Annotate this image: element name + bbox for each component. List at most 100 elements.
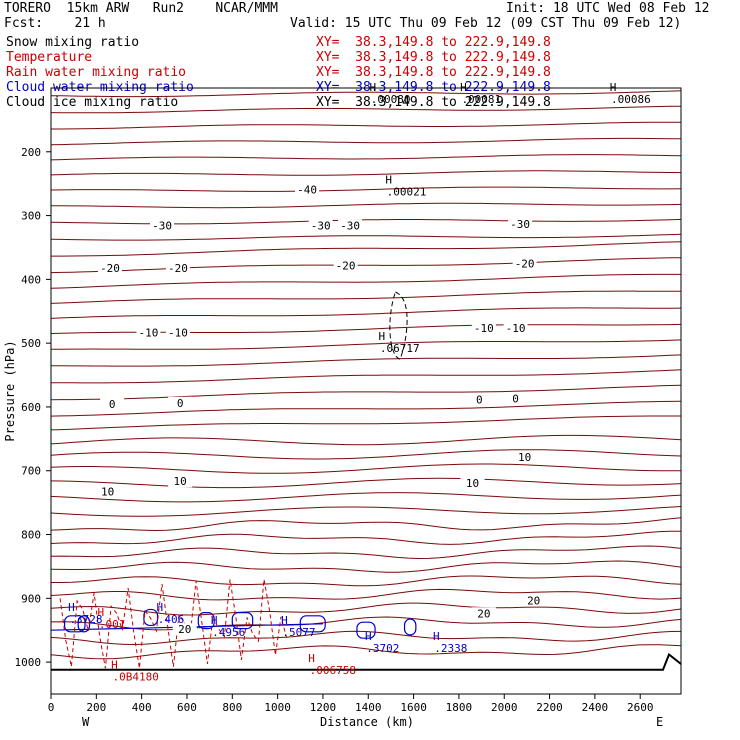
extremum-mark: H (365, 630, 372, 643)
isotherm-label: -10 (168, 327, 188, 340)
isotherm-line (50, 105, 682, 114)
x-tick-label: 600 (177, 701, 197, 714)
contour-label-bg (471, 322, 496, 335)
isotherm-label: -10 (506, 322, 526, 335)
isotherm-line (50, 588, 682, 601)
x-tick-label: 1800 (446, 701, 473, 714)
contour-label-bg (512, 257, 537, 270)
x-tick-label: 2600 (627, 701, 654, 714)
west-label: W (82, 715, 90, 729)
y-tick-label: 600 (21, 401, 41, 414)
extremum-mark: H (111, 658, 118, 671)
y-axis-label: Pressure (hPa) (3, 340, 17, 441)
isotherm-line (50, 137, 682, 146)
x-tick-label: 1000 (264, 701, 291, 714)
contour-label-bg (308, 219, 333, 232)
isotherm-line (51, 202, 682, 209)
legend-temperature-xy: XY= 38.3,149.8 to 222.9,149.8 (316, 50, 551, 65)
y-tick-label: 200 (21, 146, 41, 159)
contour-label-bg (168, 396, 193, 409)
isotherm-label: 0 (476, 394, 483, 407)
extremum-mark: H (156, 601, 163, 614)
contour-label-bg (100, 398, 125, 411)
isotherm-label: -10 (474, 322, 494, 335)
isotherm-label: 10 (518, 451, 531, 464)
valid-time: Valid: 15 UTC Thu 09 Feb 12 (09 CST Thu … (290, 16, 682, 31)
cloud-water-contour (231, 612, 254, 630)
extremum-value: .3702 (366, 642, 399, 655)
plot-frame (50, 87, 682, 695)
isotherm-line (50, 257, 682, 274)
isotherm-line (50, 477, 682, 489)
contour-label-bg (97, 262, 122, 275)
x-tick-label: 200 (86, 701, 106, 714)
isotherm-line (50, 545, 682, 560)
isotherm-line (50, 415, 681, 431)
x-tick-label: 2200 (536, 701, 563, 714)
x-tick-label: 1600 (400, 701, 427, 714)
isotherm-label: 0 (512, 392, 519, 405)
isotherm-line (50, 602, 682, 616)
legend-cloud-ice: Cloud ice mixing ratio (6, 95, 179, 110)
y-tick-label: 1000 (15, 656, 42, 669)
contour-label-bg (150, 219, 175, 232)
contour-label-bg (471, 607, 496, 620)
extremum-value: .001 (99, 618, 126, 631)
extremum-mark: H (379, 330, 386, 343)
isotherm-line (50, 218, 682, 225)
extremum-value: .00081 (461, 93, 501, 106)
extremum-mark: H (460, 81, 467, 94)
contour-label-bg (295, 183, 320, 196)
extremum-value: .06717 (380, 342, 420, 355)
east-label: E (656, 715, 664, 729)
extremum-value: .5077 (282, 626, 315, 639)
isotherm-line (50, 307, 682, 319)
isotherm-line (50, 463, 682, 474)
isotherm-line (50, 233, 682, 241)
isotherm-label: -20 (168, 262, 188, 275)
extremum-mark: H (211, 614, 218, 627)
legend-cloud-ice-xy: XY= 38.3,149.8 to 222.9,149.8 (316, 95, 551, 110)
contour-label-bg (503, 322, 528, 335)
legend-temperature: Temperature (6, 50, 93, 65)
rain-water-contour (59, 579, 288, 669)
y-tick-label: 800 (21, 529, 41, 542)
isotherm-label: -40 (297, 184, 317, 197)
extremum-mark: H (433, 630, 440, 643)
cloud-water-contour (356, 621, 376, 639)
extremum-mark: H (369, 81, 376, 94)
isotherm-line (50, 630, 682, 646)
isotherm-line (50, 384, 682, 401)
terrain-line (51, 652, 682, 671)
extremum-value: .406 (158, 613, 185, 626)
isotherm-line (51, 241, 682, 257)
isotherm-line (50, 506, 682, 517)
legend-rain: Rain water mixing ratio (6, 65, 187, 80)
isotherm-label: -30 (340, 219, 360, 232)
isotherm-label: 20 (178, 623, 191, 636)
isotherm-line (50, 154, 682, 161)
isotherm-label: 0 (177, 397, 184, 410)
isotherm-line (50, 449, 682, 460)
cloud-water-contour (403, 618, 417, 636)
y-tick-label: 900 (21, 592, 41, 605)
contour-label-bg (168, 475, 193, 488)
extremum-value: .0B4180 (112, 670, 158, 683)
extremum-value: .2338 (434, 642, 467, 655)
isotherm-label: -30 (152, 219, 172, 232)
y-tick-label: 400 (21, 273, 41, 286)
isotherm-line (50, 560, 682, 573)
cloud-ice-contour (389, 291, 408, 360)
isotherm-line (51, 121, 681, 130)
isotherm-line (50, 530, 682, 545)
isotherm-line (50, 290, 681, 304)
x-tick-label: 1200 (310, 701, 337, 714)
contour-label-bg (503, 392, 528, 405)
forecast-hour: Fcst: 21 h (4, 16, 106, 31)
extremum-value: .00080 (371, 93, 411, 106)
x-tick-label: 0 (48, 701, 55, 714)
contour-label-bg (338, 219, 363, 232)
extremum-value: .3728 (69, 613, 102, 626)
extremum-mark: H (385, 174, 392, 187)
